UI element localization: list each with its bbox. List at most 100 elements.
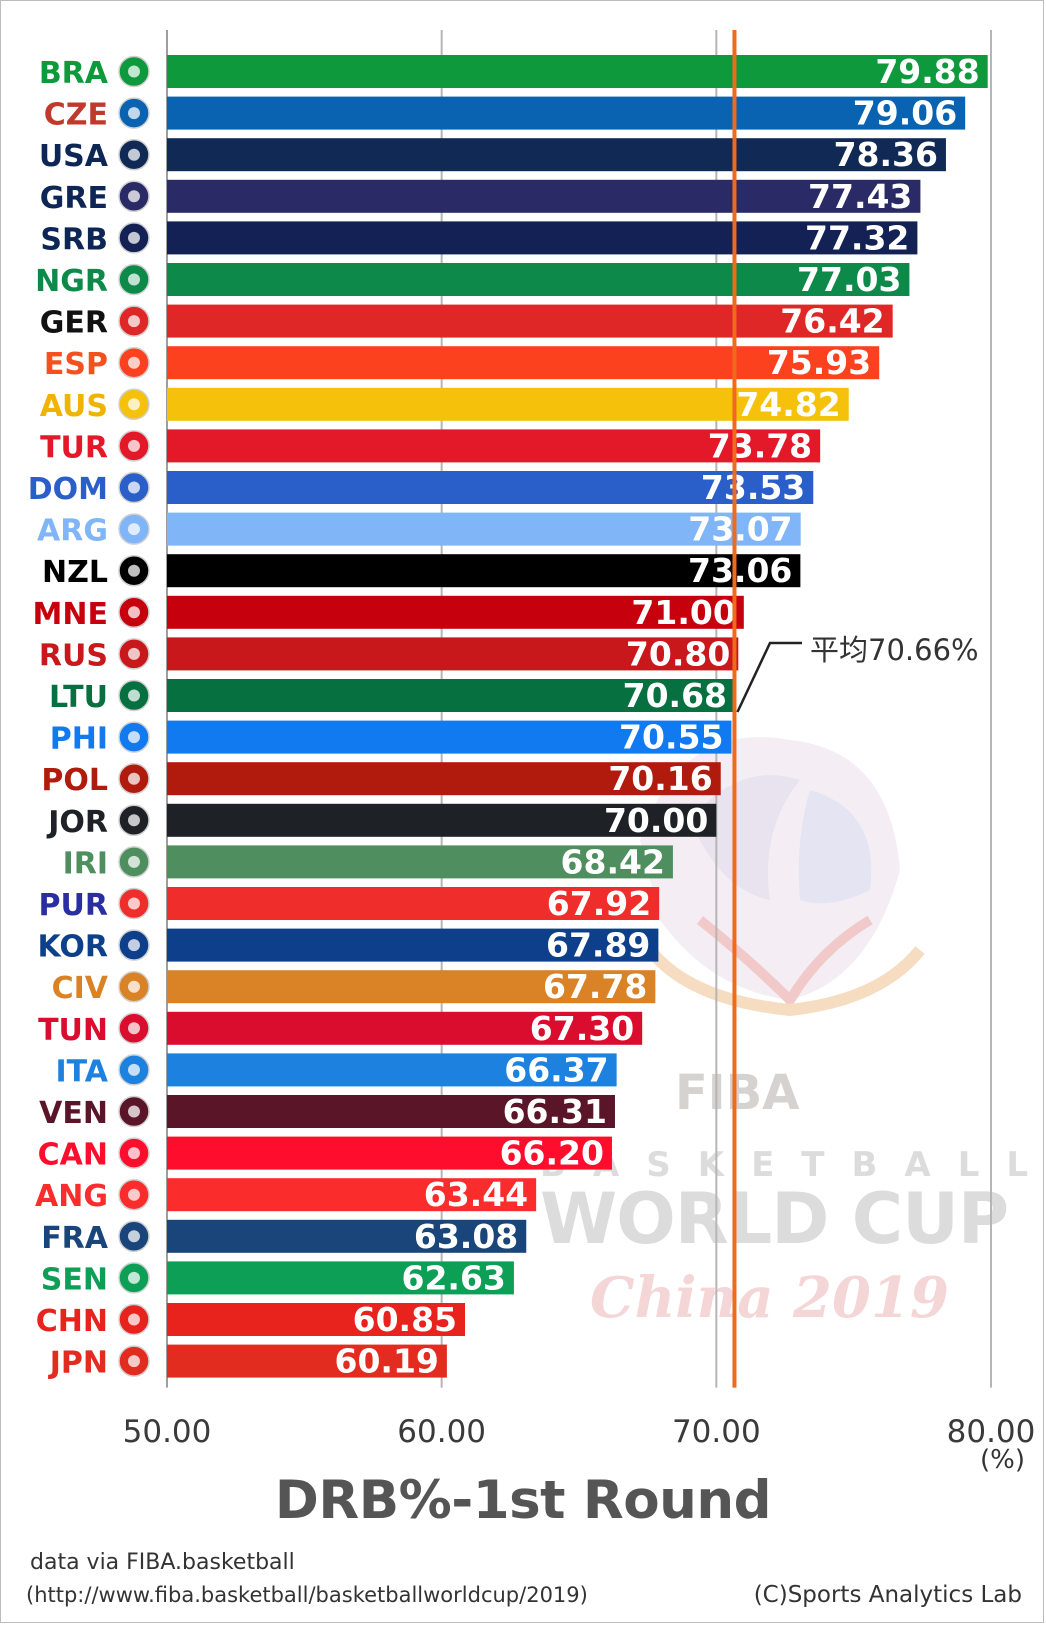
flag-emblem-icon — [128, 1105, 140, 1118]
bar — [167, 346, 880, 380]
bar — [167, 887, 660, 920]
bar — [167, 928, 659, 962]
bar — [167, 304, 893, 338]
category-label: AUS — [40, 389, 108, 424]
category-label: SEN — [41, 1262, 108, 1297]
category-label: NGR — [35, 264, 108, 299]
flag-emblem-icon — [128, 315, 140, 328]
category-label: CHN — [36, 1304, 108, 1339]
category-label: PHI — [50, 722, 108, 757]
bar — [167, 1344, 447, 1378]
category-label: VEN — [39, 1096, 108, 1131]
flag-emblem-icon — [128, 855, 140, 868]
bar — [167, 1261, 514, 1295]
bar-value-label: 70.55 — [619, 718, 723, 757]
flag-emblem-icon — [128, 1355, 140, 1368]
category-label: BRA — [39, 56, 109, 91]
bar-value-label: 66.37 — [504, 1050, 608, 1089]
bar-value-label: 75.93 — [767, 343, 871, 382]
bar-value-label: 67.30 — [530, 1009, 634, 1048]
flag-emblem-icon — [128, 1271, 140, 1284]
category-label: ARG — [37, 514, 108, 549]
bar — [167, 1053, 617, 1087]
bar — [167, 55, 988, 88]
bar-value-label: 68.42 — [561, 842, 665, 881]
bar — [167, 429, 821, 463]
bar — [167, 1136, 612, 1170]
bar-value-label: 77.43 — [808, 177, 912, 216]
flag-emblem-icon — [128, 939, 140, 952]
x-tick-label: 50.00 — [123, 1414, 212, 1450]
average-line-group — [732, 30, 802, 1388]
flag-emblem-icon — [128, 689, 140, 702]
bar — [167, 679, 736, 712]
flag-emblem-icon — [128, 523, 140, 536]
category-label: CZE — [44, 98, 108, 133]
average-callout-line — [736, 641, 802, 713]
bar-value-label: 70.16 — [608, 759, 712, 798]
flag-emblem-icon — [128, 1313, 140, 1326]
flag-emblem-icon — [128, 398, 140, 411]
bar-value-label: 60.19 — [334, 1342, 438, 1381]
flag-emblem-icon — [128, 1022, 140, 1035]
bar-value-label: 60.85 — [353, 1300, 457, 1339]
drb-bar-chart: 79.8879.0678.3677.4377.3277.0376.4275.93… — [28, 30, 1035, 1450]
bar-value-label: 63.08 — [414, 1217, 518, 1256]
flag-emblem-icon — [128, 356, 140, 369]
category-label: SRB — [40, 222, 108, 257]
bar — [167, 1011, 643, 1045]
category-label: DOM — [28, 472, 108, 507]
flag-emblem-icon — [128, 564, 140, 577]
bar — [167, 1178, 537, 1212]
bar-value-label: 73.06 — [688, 551, 792, 590]
bar-value-label: 73.78 — [708, 426, 812, 465]
bar-value-label: 67.89 — [546, 926, 650, 965]
category-label: POL — [41, 763, 108, 798]
flag-emblem-icon — [128, 190, 140, 203]
bar-value-label: 79.06 — [853, 94, 957, 133]
flag-emblem-icon — [128, 1188, 140, 1201]
bar-value-label: 67.92 — [547, 884, 651, 923]
category-label: USA — [39, 139, 109, 174]
category-label: JOR — [46, 805, 108, 840]
flag-emblem-icon — [128, 439, 140, 452]
bar-value-label: 62.63 — [402, 1258, 506, 1297]
bar-value-label: 66.20 — [500, 1134, 604, 1173]
flag-emblem-icon — [128, 107, 140, 120]
bar — [167, 512, 801, 546]
x-tick-label: 60.00 — [397, 1414, 486, 1450]
bar-value-label: 79.88 — [875, 52, 979, 91]
bar — [167, 138, 946, 172]
flag-emblem-icon — [128, 231, 140, 244]
bar-value-label: 67.78 — [543, 967, 647, 1006]
source-url: (http://www.fiba.basketball/basketballwo… — [26, 1583, 588, 1607]
bar-value-label: 73.53 — [701, 468, 805, 507]
flag-emblem-icon — [128, 148, 140, 161]
bar — [167, 554, 801, 588]
flag-emblem-icon — [128, 897, 140, 910]
bar — [167, 970, 656, 1004]
x-tick-label: 70.00 — [672, 1414, 761, 1450]
flag-emblem-icon — [128, 772, 140, 785]
unit-label: (%) — [980, 1445, 1025, 1475]
flag-emblem-icon — [128, 1063, 140, 1076]
flag-emblem-icon — [128, 980, 140, 993]
flag-emblem-icon — [128, 606, 140, 619]
category-label: ANG — [35, 1179, 108, 1214]
flag-emblem-icon — [128, 1230, 140, 1243]
bar — [167, 720, 732, 754]
bar — [167, 803, 717, 837]
bar-value-label: 71.00 — [631, 593, 735, 632]
flag-emblem-icon — [128, 481, 140, 494]
category-label: JPN — [48, 1346, 108, 1381]
bar-value-label: 70.68 — [623, 676, 727, 715]
category-label: TUN — [38, 1013, 108, 1048]
category-label: ITA — [55, 1054, 108, 1089]
category-label: NZL — [42, 555, 108, 590]
credit-text: (C)Sports Analytics Lab — [753, 1582, 1022, 1608]
bar — [167, 595, 744, 629]
bar — [167, 179, 921, 213]
category-label: KOR — [37, 930, 108, 965]
category-label: GER — [40, 306, 108, 341]
